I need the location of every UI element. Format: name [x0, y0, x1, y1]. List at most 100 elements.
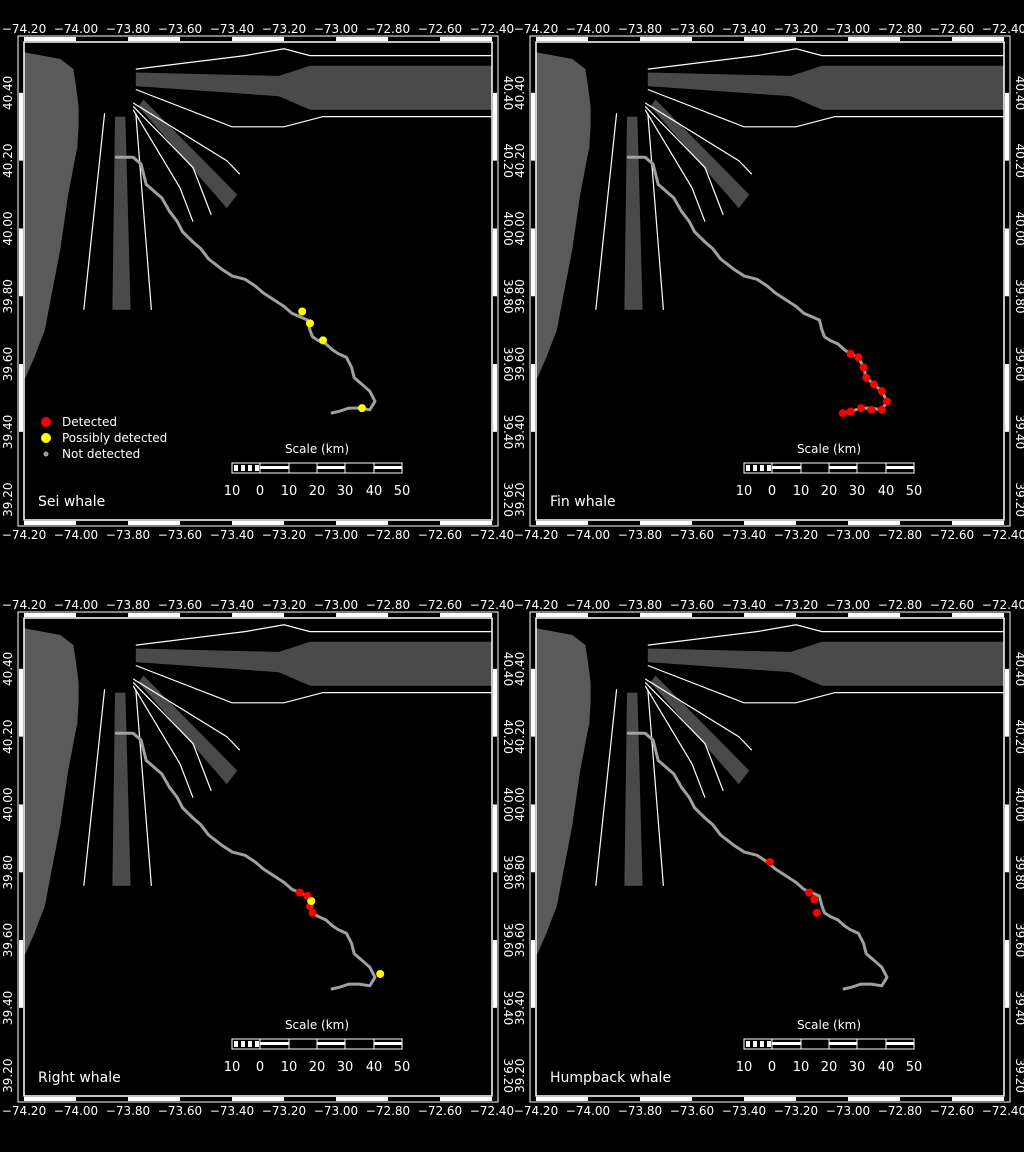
scale-title: Scale (km) — [285, 1018, 349, 1032]
x-tick-label: −73.20 — [262, 528, 306, 542]
x-tick-label: −72.80 — [366, 22, 410, 36]
y-tick-label: 39.60 — [501, 923, 515, 957]
frame-bar — [128, 37, 180, 41]
y-tick-label: 40.00 — [513, 787, 527, 821]
x-tick-label: −72.60 — [930, 22, 974, 36]
frame-bar — [24, 37, 76, 41]
legend-label: Possibly detected — [62, 431, 167, 445]
shipping-lane — [647, 65, 1004, 110]
lane-boundary — [135, 624, 492, 646]
y-tick-label: 40.40 — [501, 76, 515, 110]
y-tick-label: 40.00 — [1, 787, 15, 821]
x-tick-label: −73.40 — [722, 22, 766, 36]
possible-detection-point — [319, 336, 327, 345]
x-tick-label: −72.40 — [982, 598, 1024, 612]
frame-bar — [1005, 940, 1009, 1008]
x-tick-label: −73.60 — [670, 1104, 714, 1118]
y-tick-label: 39.60 — [501, 347, 515, 381]
frame-bar — [1005, 364, 1009, 432]
scale-label: 30 — [849, 484, 866, 499]
y-tick-label: 39.80 — [1, 279, 15, 313]
y-tick-label: 40.20 — [1, 720, 15, 754]
lane-boundary — [135, 689, 152, 886]
frame-bar — [493, 228, 497, 297]
frame-bar — [848, 521, 900, 525]
x-tick-label: −73.60 — [158, 528, 202, 542]
frame-bar — [232, 37, 284, 41]
x-tick-label: −72.40 — [470, 22, 514, 36]
detection-point — [854, 353, 863, 362]
frame-bar — [440, 613, 492, 617]
legend-marker — [41, 433, 51, 443]
y-tick-label: 40.00 — [513, 211, 527, 245]
y-tick-label: 39.40 — [1013, 991, 1024, 1025]
scale-fill — [829, 466, 857, 469]
frame-bar — [536, 521, 588, 525]
y-tick-label: 39.80 — [1013, 855, 1024, 889]
frame-bar — [640, 613, 692, 617]
frame-bar — [128, 1097, 180, 1101]
scale-fill — [772, 1042, 801, 1045]
frame-bar — [640, 521, 692, 525]
x-tick-label: −72.40 — [470, 528, 514, 542]
outer-frame — [17, 35, 499, 527]
y-tick-label: 39.60 — [1013, 347, 1024, 381]
frame-bar — [336, 37, 388, 41]
frame-bar — [848, 37, 900, 41]
scale-fill — [767, 465, 771, 471]
scale-fill — [374, 466, 402, 469]
x-tick-label: −73.80 — [618, 528, 662, 542]
x-tick-label: −74.00 — [54, 22, 98, 36]
possible-detection-point — [306, 319, 314, 328]
scale-label: 10 — [224, 484, 241, 499]
x-tick-label: −74.00 — [566, 528, 610, 542]
x-tick-label: −73.60 — [670, 598, 714, 612]
x-tick-label: −73.00 — [314, 598, 358, 612]
x-tick-label: −73.00 — [314, 1104, 358, 1118]
x-tick-label: −73.20 — [774, 598, 818, 612]
frame-bar — [440, 521, 492, 525]
x-tick-label: −73.20 — [262, 598, 306, 612]
lane-boundary — [644, 678, 753, 751]
detection-point — [870, 380, 878, 389]
legend-label: Detected — [62, 415, 117, 429]
frame-bar — [232, 1097, 284, 1101]
y-tick-label: 40.20 — [1013, 720, 1024, 754]
frame-bar — [19, 804, 23, 873]
map-frame — [535, 41, 1005, 521]
legend-marker — [41, 417, 51, 427]
x-tick-label: −74.20 — [514, 1104, 558, 1118]
frame-bar — [1005, 92, 1009, 161]
y-tick-label: 39.80 — [1, 855, 15, 889]
scale-label: 20 — [309, 484, 326, 499]
frame-bar — [19, 92, 23, 161]
x-tick-label: −74.20 — [2, 22, 46, 36]
panel-label: Humpback whale — [550, 1070, 671, 1086]
frame-bar — [24, 1097, 76, 1101]
lane-boundary — [647, 113, 664, 310]
frame-bar — [1005, 668, 1009, 737]
frame-bar — [531, 92, 535, 161]
coastline — [24, 628, 79, 957]
y-tick-label: 39.40 — [513, 991, 527, 1025]
possible-detection-point — [298, 307, 307, 316]
detection-point — [859, 363, 868, 372]
lane-boundary — [647, 689, 664, 886]
x-tick-label: −73.00 — [314, 22, 358, 36]
frame-bar — [19, 940, 23, 1008]
x-tick-label: −73.00 — [314, 528, 358, 542]
frame-bar — [493, 92, 497, 161]
y-tick-label: 39.60 — [1, 347, 15, 381]
x-tick-label: −73.20 — [774, 22, 818, 36]
x-tick-label: −73.80 — [106, 598, 150, 612]
map-panel: −74.20 −74.20 −74.00 −74.00 −73.80 −73.80 −73.… — [1, 598, 515, 1118]
y-tick-label: 40.40 — [501, 652, 515, 686]
x-tick-label: −73.20 — [262, 1104, 306, 1118]
lane-boundary — [135, 88, 492, 128]
lane-boundary — [132, 109, 194, 222]
y-tick-label: 39.20 — [501, 1059, 515, 1093]
x-tick-label: −72.60 — [930, 1104, 974, 1118]
y-tick-label: 39.60 — [1013, 923, 1024, 957]
x-tick-label: −73.00 — [826, 528, 870, 542]
scale-fill — [772, 466, 801, 469]
